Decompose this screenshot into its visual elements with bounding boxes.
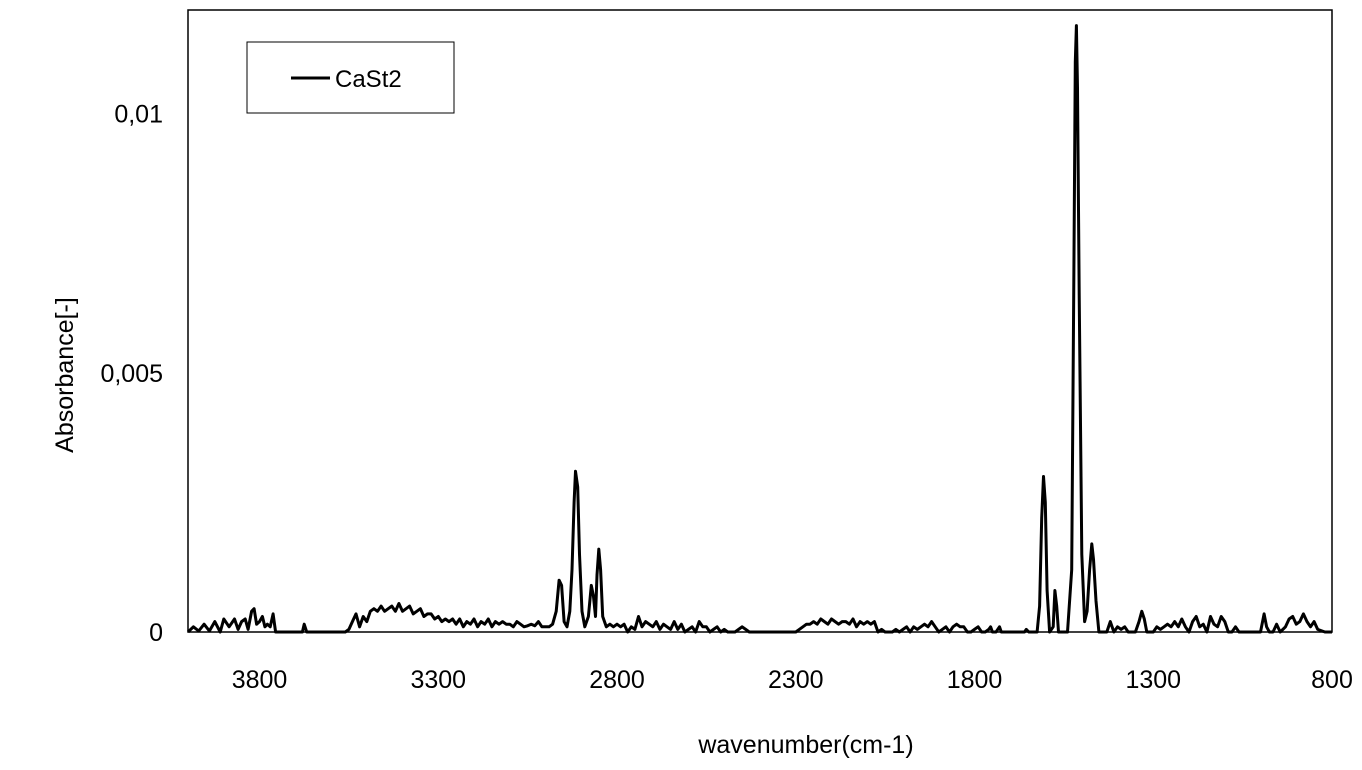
legend: CaSt2 <box>246 41 455 114</box>
x-tick-label: 2300 <box>768 666 824 694</box>
x-axis-title: wavenumber(cm-1) <box>697 731 913 759</box>
y-axis-title: Absorbance[-] <box>51 297 79 453</box>
legend-label-CaSt2: CaSt2 <box>335 66 402 93</box>
y-axis-ticks: 0 0,005 0,01 <box>100 101 163 647</box>
x-tick-label: 1800 <box>947 666 1003 694</box>
x-tick-label: 1300 <box>1125 666 1181 694</box>
y-tick-label: 0,005 <box>100 360 163 388</box>
legend-box <box>246 41 455 114</box>
x-tick-label: 3800 <box>232 666 288 694</box>
x-tick-label: 800 <box>1311 666 1353 694</box>
y-tick-label: 0 <box>149 619 163 647</box>
y-tick-label: 0,01 <box>114 101 163 129</box>
x-tick-label: 3300 <box>410 666 466 694</box>
x-axis-ticks: 3800 3300 2800 2300 1800 1300 800 <box>232 666 1353 694</box>
series-line-CaSt2 <box>186 24 1332 634</box>
plot-area-frame <box>187 9 1333 633</box>
x-tick-label: 2800 <box>589 666 645 694</box>
